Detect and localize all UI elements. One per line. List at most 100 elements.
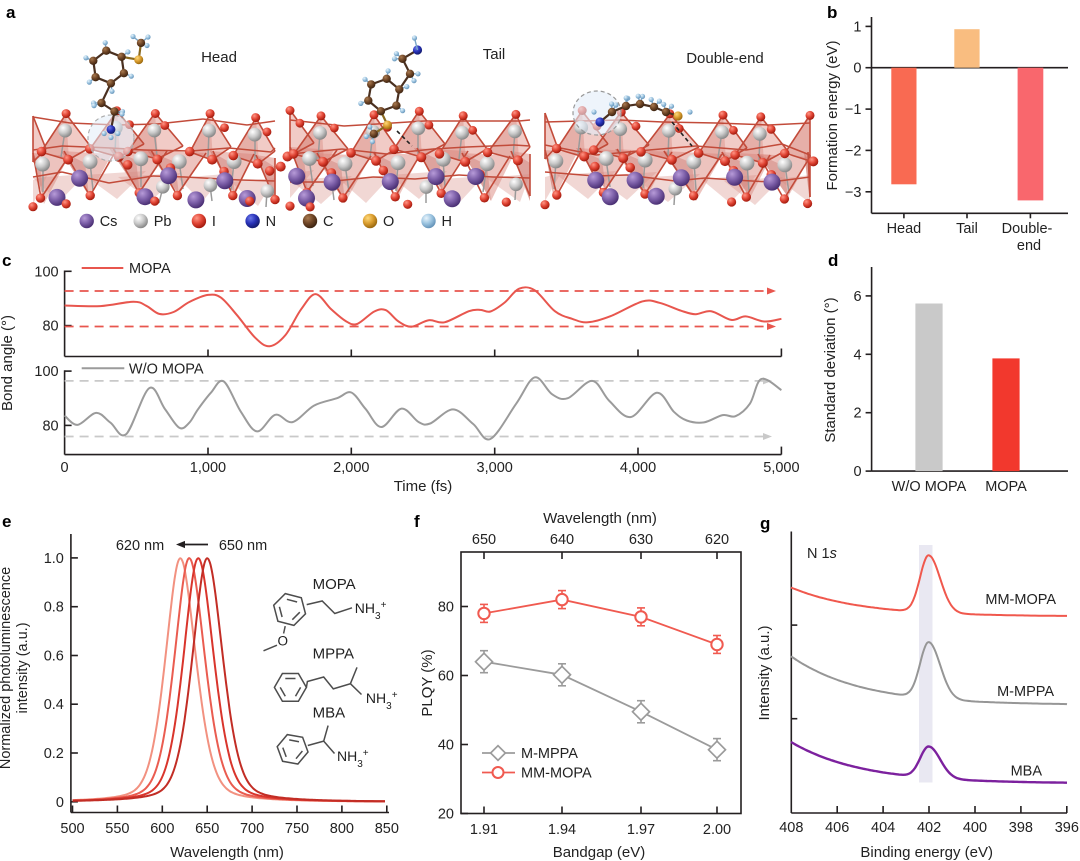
svg-text:MBA: MBA [1011,764,1043,780]
svg-text:0: 0 [56,795,64,811]
svg-text:6: 6 [854,289,862,305]
svg-text:1.0: 1.0 [44,551,64,567]
svg-text:−3: −3 [845,185,862,201]
svg-text:a: a [6,3,16,22]
svg-text:MM-MOPA: MM-MOPA [985,592,1056,608]
svg-text:Double-end: Double-end [686,50,764,67]
svg-text:MPPA: MPPA [313,646,354,663]
svg-text:MBA: MBA [313,705,346,722]
svg-text:400: 400 [963,820,987,836]
svg-text:2: 2 [854,406,862,422]
svg-text:M-MPPA: M-MPPA [521,746,578,762]
svg-text:Formation energy (eV): Formation energy (eV) [824,40,841,190]
svg-text:1: 1 [853,19,861,35]
svg-text:O: O [383,214,394,230]
svg-text:1.94: 1.94 [548,822,576,838]
svg-text:404: 404 [871,820,895,836]
svg-text:Bond angle (°): Bond angle (°) [0,315,16,411]
svg-text:620 nm: 620 nm [116,538,164,554]
svg-text:NH3+: NH3+ [337,748,369,770]
svg-text:g: g [760,514,770,533]
svg-text:0: 0 [853,61,861,77]
svg-text:398: 398 [1009,820,1033,836]
svg-text:80: 80 [438,600,454,616]
svg-text:0.6: 0.6 [44,648,64,664]
svg-text:0.4: 0.4 [44,697,64,713]
svg-text:O: O [277,634,288,649]
svg-text:end: end [1017,238,1041,254]
svg-text:W/O MOPA: W/O MOPA [129,361,204,377]
svg-text:100: 100 [34,264,58,280]
svg-text:PLQY (%): PLQY (%) [419,649,436,716]
svg-text:650: 650 [195,821,219,837]
svg-text:Tail: Tail [483,46,506,63]
svg-text:2,000: 2,000 [333,460,369,476]
svg-text:850: 850 [375,821,399,837]
svg-text:406: 406 [825,820,849,836]
svg-text:−2: −2 [845,143,862,159]
svg-text:700: 700 [240,821,264,837]
svg-text:Pb: Pb [154,214,172,230]
svg-text:Wavelength (nm): Wavelength (nm) [170,844,284,861]
svg-text:20: 20 [438,807,454,823]
svg-text:4: 4 [854,347,862,363]
svg-text:NH3+: NH3+ [355,600,387,622]
svg-text:Binding energy (eV): Binding energy (eV) [860,844,993,861]
svg-text:intensity (a.u.): intensity (a.u.) [15,622,31,713]
svg-text:W/O MOPA: W/O MOPA [892,479,967,495]
svg-text:396: 396 [1055,820,1079,836]
svg-text:750: 750 [285,821,309,837]
svg-text:Tail: Tail [956,221,978,237]
svg-text:H: H [442,214,452,230]
svg-text:402: 402 [917,820,941,836]
svg-text:600: 600 [150,821,174,837]
svg-text:−1: −1 [845,102,862,118]
svg-text:1.91: 1.91 [470,822,498,838]
svg-text:1,000: 1,000 [190,460,226,476]
svg-text:MM-MOPA: MM-MOPA [521,766,592,782]
svg-text:650 nm: 650 nm [219,538,267,554]
svg-text:Double-: Double- [1002,221,1053,237]
svg-text:500: 500 [60,821,84,837]
svg-text:408: 408 [779,820,803,836]
svg-text:640: 640 [550,532,574,548]
svg-text:5,000: 5,000 [763,460,799,476]
svg-text:0: 0 [61,460,69,476]
svg-text:Bandgap (eV): Bandgap (eV) [553,844,646,861]
svg-text:d: d [828,251,838,270]
svg-text:MOPA: MOPA [985,479,1027,495]
svg-text:80: 80 [42,418,58,434]
svg-text:N 1s: N 1s [807,546,837,562]
svg-text:800: 800 [330,821,354,837]
svg-text:60: 60 [438,669,454,685]
svg-text:0: 0 [854,464,862,480]
svg-text:MOPA: MOPA [129,261,171,277]
svg-text:C: C [323,214,333,230]
svg-text:Normalized photoluminescence: Normalized photoluminescence [0,567,14,769]
svg-text:M-MPPA: M-MPPA [997,684,1054,700]
svg-text:NH3+: NH3+ [366,690,398,712]
svg-text:100: 100 [34,364,58,380]
svg-text:Standard deviation (°): Standard deviation (°) [822,297,839,442]
svg-text:0.2: 0.2 [44,746,64,762]
svg-text:f: f [414,512,420,531]
svg-text:40: 40 [438,738,454,754]
svg-text:e: e [2,512,11,531]
svg-text:1.97: 1.97 [627,822,655,838]
svg-text:b: b [827,3,837,22]
svg-text:2.00: 2.00 [703,822,731,838]
svg-text:0.8: 0.8 [44,600,64,616]
svg-text:I: I [212,214,216,230]
svg-text:Intensity (a.u.): Intensity (a.u.) [756,625,773,720]
svg-text:Time (fs): Time (fs) [394,478,453,495]
svg-text:Cs: Cs [100,214,118,230]
svg-text:80: 80 [42,319,58,335]
svg-text:620: 620 [705,532,729,548]
svg-text:Wavelength (nm): Wavelength (nm) [543,510,657,527]
svg-text:Head: Head [201,49,237,66]
svg-text:550: 550 [105,821,129,837]
svg-text:650: 650 [472,532,496,548]
svg-text:MOPA: MOPA [313,576,356,593]
svg-text:4,000: 4,000 [620,460,656,476]
svg-text:N: N [266,214,276,230]
